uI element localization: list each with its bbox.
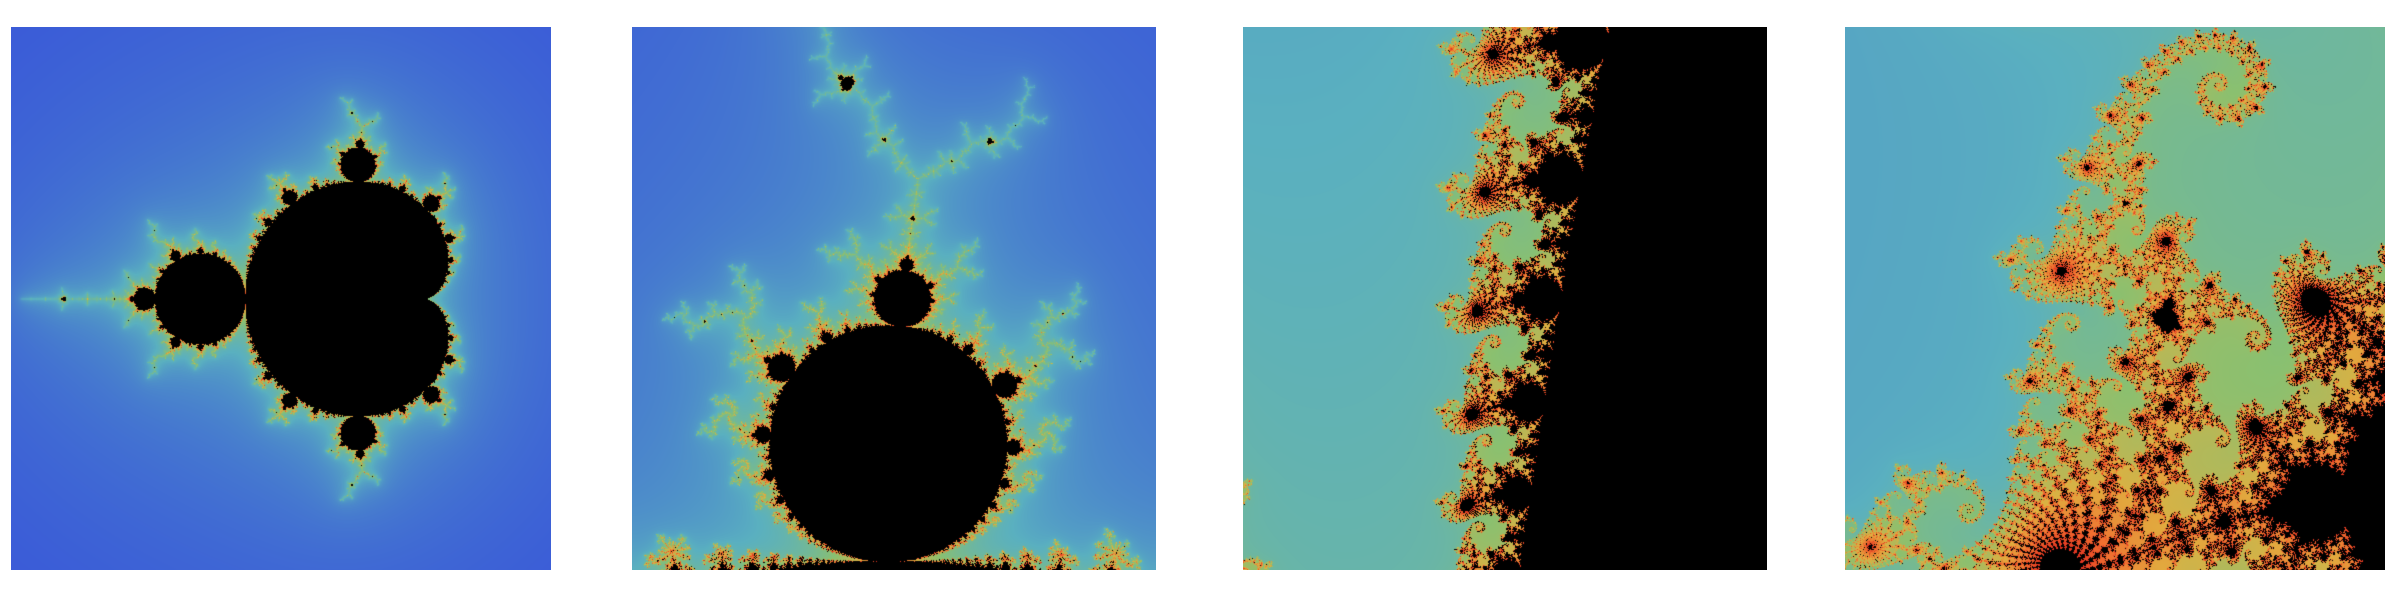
fractal-canvas-1 <box>11 27 551 570</box>
fractal-canvas-2 <box>632 27 1156 570</box>
fractal-panel-3 <box>1243 27 1767 570</box>
fractal-panel-2 <box>632 27 1156 570</box>
fractal-panel-1 <box>11 27 551 570</box>
fractal-canvas-3 <box>1243 27 1767 570</box>
fractal-panel-4 <box>1845 27 2385 570</box>
fractal-canvas-4 <box>1845 27 2385 570</box>
